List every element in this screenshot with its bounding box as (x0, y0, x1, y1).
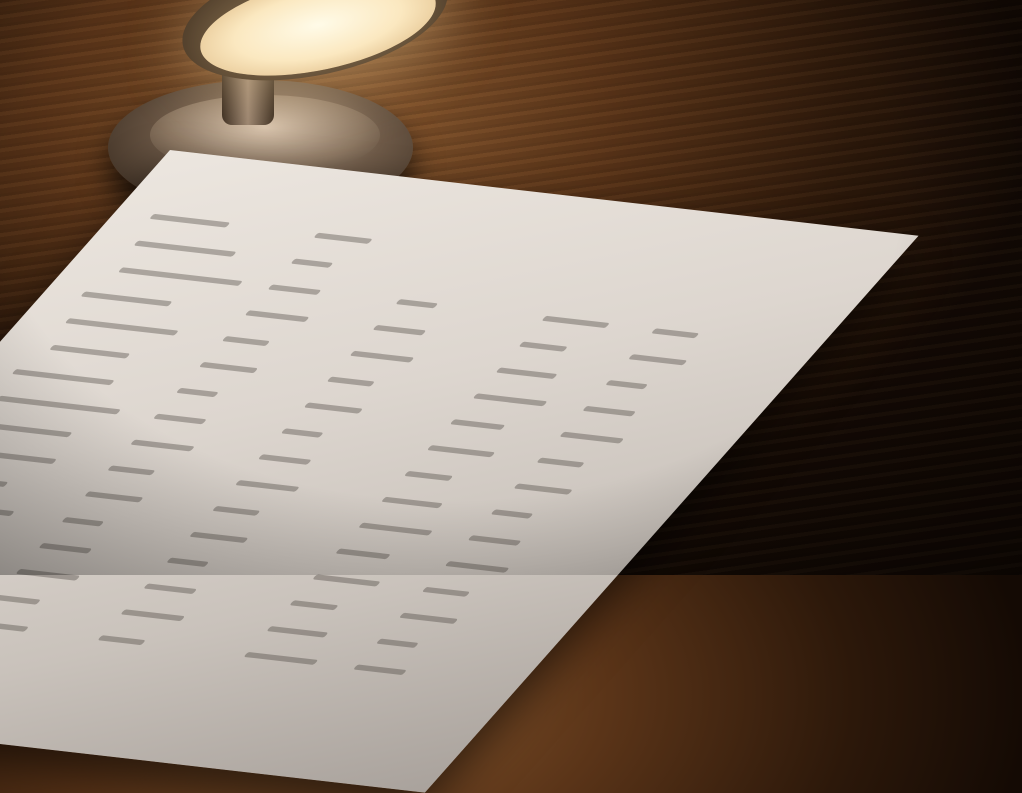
text-line (243, 651, 319, 665)
text-line (97, 635, 146, 646)
text-line (0, 594, 41, 605)
text-line (398, 612, 459, 624)
text-line (312, 574, 381, 587)
text-line (120, 609, 186, 622)
text-line (353, 664, 407, 676)
vignette (0, 0, 1022, 575)
text-line (266, 626, 329, 638)
text-line (376, 638, 419, 648)
text-line (421, 586, 471, 597)
text-line (289, 600, 339, 611)
text-line (143, 583, 198, 595)
text-line (0, 620, 29, 632)
